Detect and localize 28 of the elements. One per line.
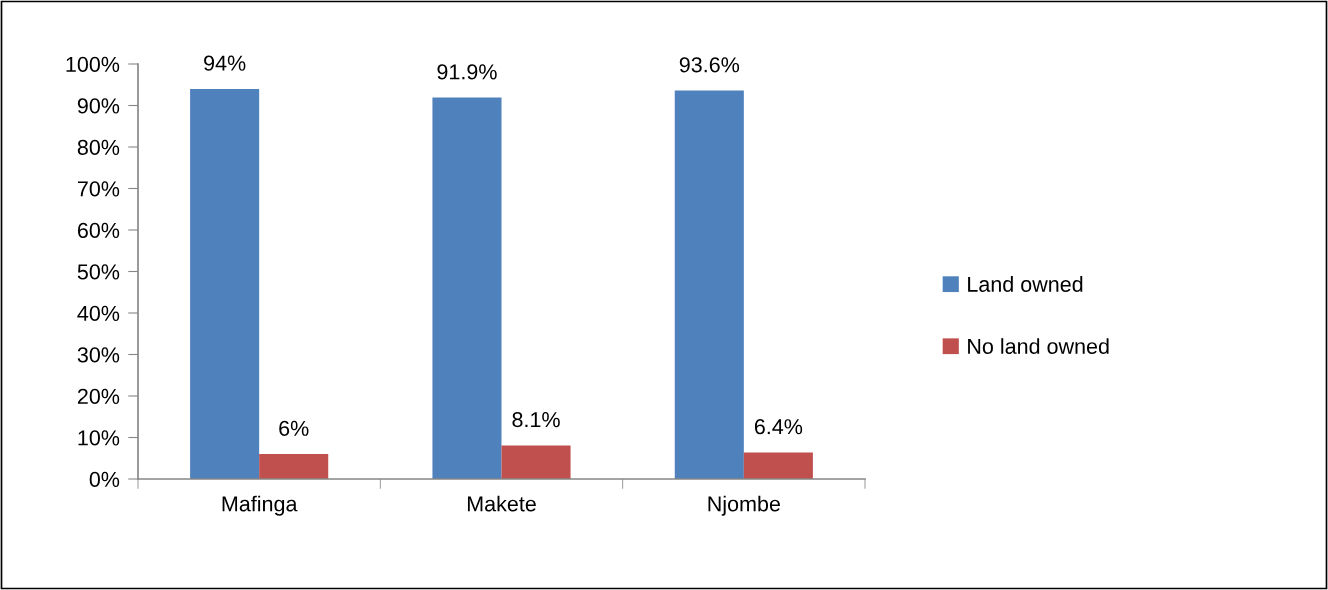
y-tick-label: 60% xyxy=(77,222,120,239)
data-label: 6.4% xyxy=(754,419,803,435)
x-tick-label: Njombe xyxy=(708,495,780,516)
bar xyxy=(432,97,502,479)
bar xyxy=(259,454,329,479)
legend-label: Land owned xyxy=(968,276,1083,292)
y-tick-label: 100% xyxy=(66,56,120,73)
y-tick-label: 80% xyxy=(77,139,120,156)
legend-label: No land owned xyxy=(968,338,1109,354)
y-tick-label: 0% xyxy=(89,471,120,488)
y-tick-label: 40% xyxy=(77,305,120,322)
bar xyxy=(674,90,744,479)
data-label: 93.6% xyxy=(679,57,740,73)
data-label: 8.1% xyxy=(512,412,560,428)
y-tick-label: 20% xyxy=(77,388,120,405)
data-label: 94% xyxy=(204,55,246,71)
y-tick-label: 50% xyxy=(77,264,120,280)
x-tick-label: Makete xyxy=(467,495,536,512)
y-tick-label: 30% xyxy=(77,347,120,363)
data-label: 91.9% xyxy=(437,64,497,80)
bar xyxy=(501,445,571,479)
y-tick-label: 70% xyxy=(77,181,120,197)
x-tick-label: Mafinga xyxy=(222,495,298,516)
y-tick-label: 90% xyxy=(77,98,120,114)
y-tick-label: 10% xyxy=(78,430,120,446)
data-label: 6% xyxy=(279,420,309,436)
bar xyxy=(743,452,813,479)
bar xyxy=(190,88,260,479)
